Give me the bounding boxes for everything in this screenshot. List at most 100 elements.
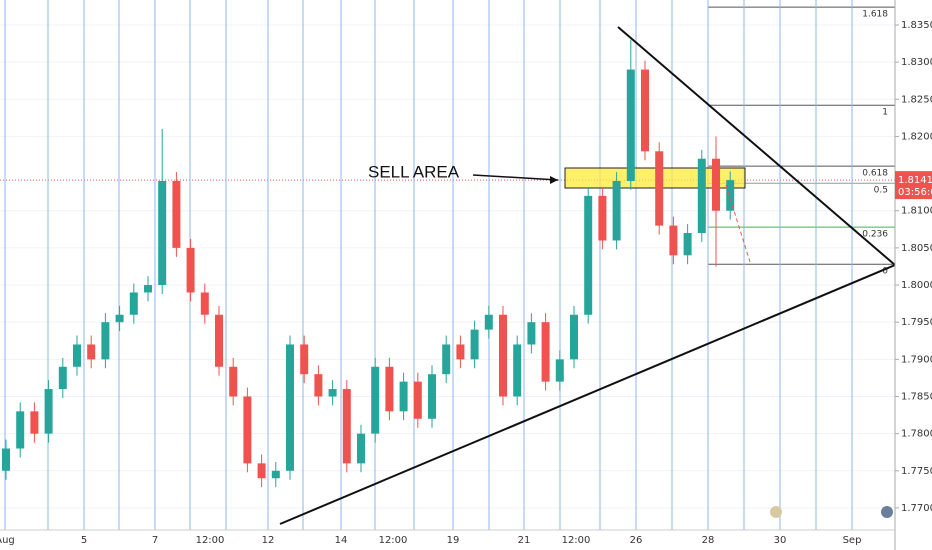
candles [2, 39, 735, 488]
event-icon[interactable] [770, 506, 782, 518]
candle-body [385, 366, 394, 412]
fib-label: 1.618 [862, 10, 888, 20]
arrow-head [550, 176, 558, 184]
y-tick-label: 1.83500 [901, 20, 932, 31]
candle-body [87, 344, 96, 360]
candle-body [626, 69, 635, 182]
y-tick-label: 1.78000 [901, 429, 932, 440]
price-axis: 1.83500 1.83000 1.82500 1.82000 1.81000 1.805… [0, 20, 932, 546]
x-tick-label: 12 [262, 535, 275, 546]
candle-body [58, 366, 67, 390]
price-tag-label: 1.81412 [898, 175, 932, 186]
candle-body [16, 411, 25, 449]
candle-body [44, 389, 53, 434]
x-tick-label: 7 [152, 535, 158, 546]
fib-label: 0.5 [874, 186, 888, 196]
candle-body [286, 344, 294, 471]
y-tick-label: 1.79500 [901, 317, 932, 328]
candle-body [300, 344, 309, 375]
event-icon[interactable] [881, 506, 893, 518]
candle-body [726, 180, 735, 211]
y-tick-label: 1.78500 [901, 391, 932, 402]
x-tick-label: 26 [630, 535, 643, 546]
candle-body [115, 314, 124, 323]
candle-body [456, 344, 465, 360]
y-tick-label: 1.82000 [901, 131, 932, 142]
candle-body [712, 158, 720, 211]
x-tick-label: 12:00 [196, 535, 225, 546]
y-tick-label: 1.79000 [901, 354, 932, 365]
candle-body [215, 314, 223, 367]
y-tick-label: 1.80500 [901, 243, 932, 254]
x-tick-label: 21 [518, 535, 531, 546]
candle-body [499, 314, 507, 397]
x-tick-label: 12:00 [562, 535, 591, 546]
fib-label: 1 [882, 108, 888, 118]
candle-body [243, 396, 252, 464]
price-tag [895, 171, 932, 200]
candle-body [2, 448, 10, 471]
candle-body [413, 381, 422, 419]
y-tick-label: 1.82500 [901, 94, 932, 105]
candle-body [257, 463, 266, 479]
annotation: SELL AREA [368, 162, 460, 181]
candle-body [129, 292, 138, 315]
y-tick-label: 1.77000 [901, 503, 932, 514]
x-tick-label: 30 [774, 535, 787, 546]
candle-body [357, 433, 365, 464]
candle-body [584, 195, 593, 315]
x-tick-label: 12:00 [379, 535, 408, 546]
fib-label: 0 [882, 267, 888, 277]
candle-body [328, 389, 337, 397]
x-tick-label: 14 [335, 535, 348, 546]
candle-body [612, 181, 621, 241]
x-tick-label: Aug [0, 535, 15, 546]
x-tick-label: 5 [81, 535, 87, 546]
candle-body [442, 344, 451, 375]
upper-trendline [617, 26, 896, 266]
session-lines [4, 0, 853, 530]
x-tick-label: Sep [843, 535, 862, 546]
grid: 1.618 1 0.618 0.5 0.236 0 [0, 6, 895, 509]
candle-body [314, 374, 323, 397]
candle-body [172, 181, 181, 248]
candle-body [200, 292, 209, 315]
candle-body [186, 247, 195, 293]
y-tick-label: 1.83000 [901, 57, 932, 68]
candle-body [158, 181, 167, 286]
candle-body [73, 344, 81, 367]
candle-body [371, 366, 380, 434]
candle-body [271, 470, 280, 479]
candle-body [555, 359, 564, 382]
candle-body [470, 329, 479, 360]
candle-body [342, 389, 351, 464]
x-tick-label: 28 [702, 535, 715, 546]
candle-body [513, 344, 522, 397]
candle-body [399, 381, 408, 412]
candle-body [101, 322, 110, 360]
candle-body [428, 374, 436, 419]
fib-label: 0.618 [862, 169, 888, 179]
candle-body [669, 225, 678, 256]
arrow-line [472, 174, 559, 181]
candle-body [655, 151, 664, 226]
candle-body [144, 285, 152, 293]
x-tick-label: 19 [447, 535, 460, 546]
candle-body [527, 322, 536, 345]
candle-body [541, 322, 550, 382]
y-tick-label: 1.77500 [901, 466, 932, 477]
fib-label: 0.236 [862, 230, 888, 240]
candle-body [229, 366, 238, 397]
y-tick-label: 1.80000 [901, 280, 932, 291]
countdown-label: 03:56:06 [898, 187, 932, 198]
candle-body [570, 314, 578, 360]
candle-body [598, 195, 607, 241]
candle-body [484, 314, 493, 330]
candle-body [641, 69, 649, 152]
lower-trendline [279, 264, 896, 525]
candle-body [697, 158, 706, 234]
candle-body [683, 233, 692, 256]
candle-body [30, 411, 39, 434]
